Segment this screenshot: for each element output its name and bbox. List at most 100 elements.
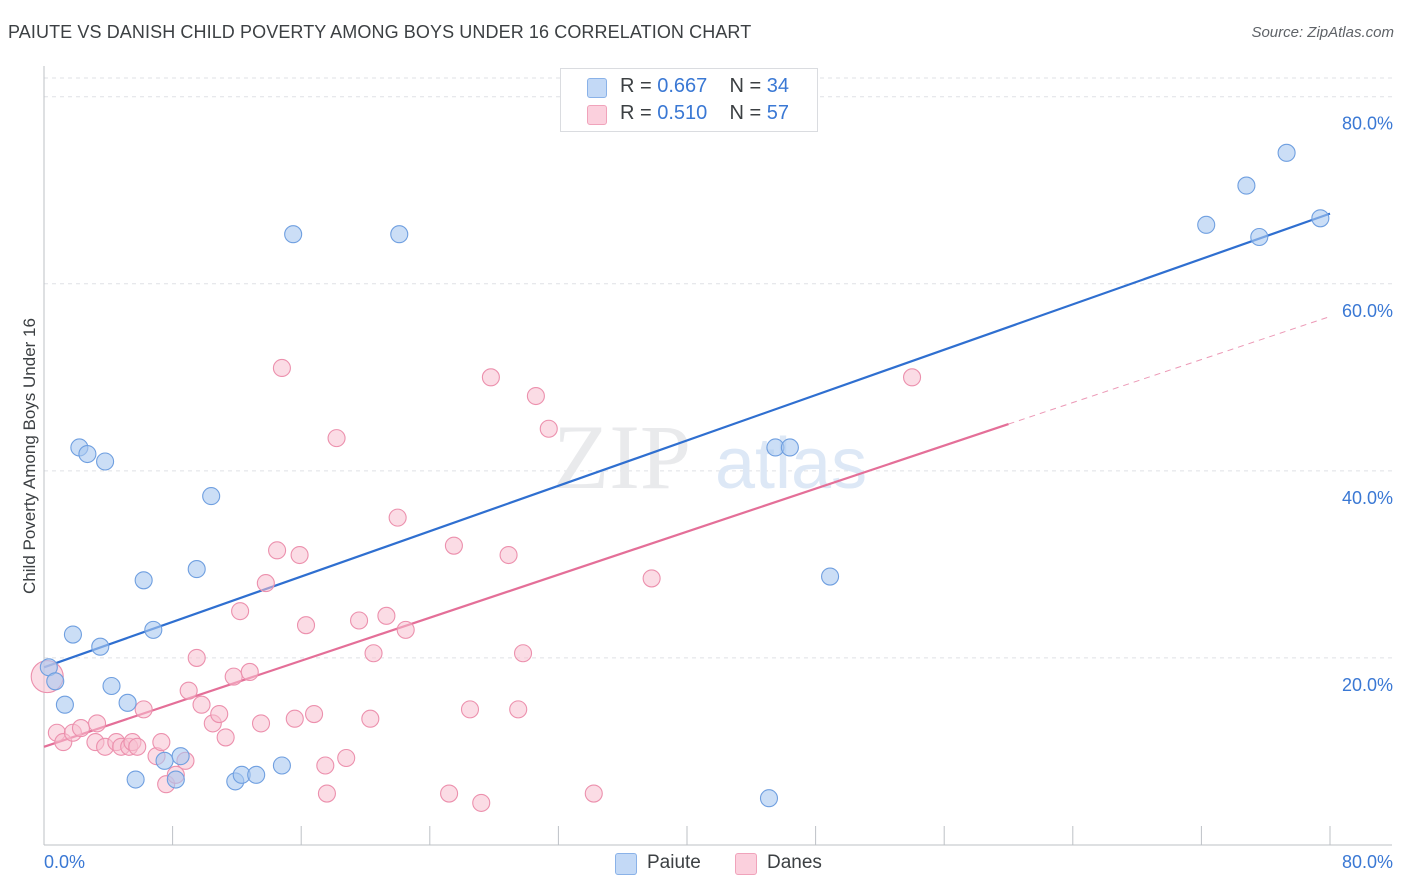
danes-point — [192, 695, 211, 714]
paiute-point — [780, 438, 799, 457]
danes-point — [642, 569, 661, 588]
legend-danes-text: R = 0.510 N = 57 — [620, 102, 789, 125]
paiute-point — [1237, 176, 1256, 195]
legend-paiute-text: R = 0.667 N = 34 — [620, 75, 789, 98]
y-tick-label: 40.0% — [1342, 488, 1393, 508]
data-points — [30, 87, 1330, 812]
watermark-atlas: atlas — [715, 424, 867, 504]
danes-point — [364, 644, 383, 663]
danes-point — [224, 667, 243, 686]
danes-point — [128, 737, 147, 756]
danes-point — [902, 368, 922, 387]
danes-point — [296, 616, 316, 635]
danes-legend-swatch — [735, 853, 757, 875]
paiute-r-value: 0.667 — [657, 75, 708, 97]
watermark-zip: ZIP — [553, 406, 691, 508]
paiute-n-value: 34 — [766, 75, 790, 97]
paiute-point — [821, 567, 840, 586]
paiute-point — [91, 637, 110, 656]
paiute-legend-label: Paiute — [647, 852, 701, 873]
danes-point — [584, 784, 603, 803]
paiute-point — [144, 620, 163, 639]
trend-lines — [43, 212, 1331, 748]
danes-point — [388, 508, 407, 527]
danes-point — [87, 714, 107, 733]
danes-point — [272, 358, 291, 378]
danes-point — [513, 644, 533, 663]
chart-title: PAIUTE VS DANISH CHILD POVERTY AMONG BOY… — [8, 22, 752, 42]
paiute-point — [247, 765, 266, 784]
danes-point — [285, 709, 304, 728]
x-tick-label-max: 80.0% — [1342, 852, 1393, 872]
danes-point — [251, 714, 271, 733]
danes-point — [187, 648, 206, 667]
paiute-point — [284, 225, 303, 244]
paiute-point — [46, 672, 65, 691]
danes-legend-label: Danes — [767, 852, 822, 873]
paiute-point — [126, 770, 145, 789]
y-tick-label: 80.0% — [1342, 114, 1393, 134]
danes-n-value: 57 — [766, 102, 790, 124]
paiute-point — [1197, 215, 1216, 234]
paiute-point — [118, 693, 137, 712]
danes-point — [134, 700, 153, 719]
paiute-point — [155, 751, 174, 770]
danes-point — [526, 386, 545, 406]
danes-point — [305, 704, 324, 724]
paiute-point — [166, 770, 185, 789]
danes-point — [472, 793, 491, 812]
danes-point — [539, 419, 558, 438]
paiute-legend-swatch — [615, 853, 637, 875]
danes-point — [179, 681, 198, 700]
paiute-swatch — [587, 78, 607, 98]
danes-trend-line — [43, 423, 1009, 748]
paiute-point — [1250, 227, 1269, 247]
danes-r-label: R = — [620, 102, 658, 124]
paiute-point — [1277, 143, 1296, 162]
watermark: ZIP atlas — [553, 406, 867, 508]
paiute-point — [78, 444, 97, 464]
danes-point — [240, 662, 259, 682]
danes-r-value: 0.510 — [657, 102, 708, 124]
paiute-trend-line — [43, 212, 1331, 669]
danes-point — [396, 620, 415, 639]
paiute-point — [171, 747, 190, 766]
danes-point — [231, 602, 250, 621]
axes — [43, 66, 1392, 846]
danes-point — [210, 704, 229, 724]
paiute-point — [272, 756, 291, 775]
danes-point — [216, 728, 235, 747]
y-tick-label: 20.0% — [1342, 675, 1393, 695]
danes-point — [460, 700, 480, 719]
y-tick-label: 60.0% — [1342, 301, 1393, 321]
paiute-point — [63, 625, 82, 644]
paiute-point — [55, 695, 74, 714]
danes-trend-extension — [1008, 316, 1331, 425]
correlation-legend: R = 0.667 N = 34 R = 0.510 N = 57 — [560, 68, 818, 132]
danes-point — [268, 541, 287, 560]
danes-point — [152, 733, 171, 752]
danes-point — [290, 545, 309, 565]
danes-point — [256, 574, 275, 593]
danes-point — [337, 748, 356, 768]
danes-point — [509, 700, 528, 719]
danes-point — [317, 784, 336, 803]
paiute-point — [390, 225, 409, 244]
danes-point — [350, 611, 369, 630]
danes-point — [444, 536, 463, 555]
gridlines — [44, 77, 1392, 659]
danes-point — [481, 368, 500, 387]
paiute-n-label: N = — [729, 75, 767, 97]
tick-labels: 20.0% 40.0% 60.0% 80.0% 0.0% 80.0% — [44, 114, 1393, 872]
danes-n-label: N = — [729, 102, 767, 124]
danes-swatch — [587, 105, 607, 125]
paiute-point — [759, 789, 779, 808]
paiute-point — [102, 676, 121, 696]
danes-point — [327, 429, 346, 448]
paiute-r-label: R = — [620, 75, 658, 97]
danes-point — [361, 709, 380, 728]
danes-point — [499, 545, 518, 565]
paiute-point — [202, 487, 221, 506]
paiute-point — [96, 452, 115, 471]
